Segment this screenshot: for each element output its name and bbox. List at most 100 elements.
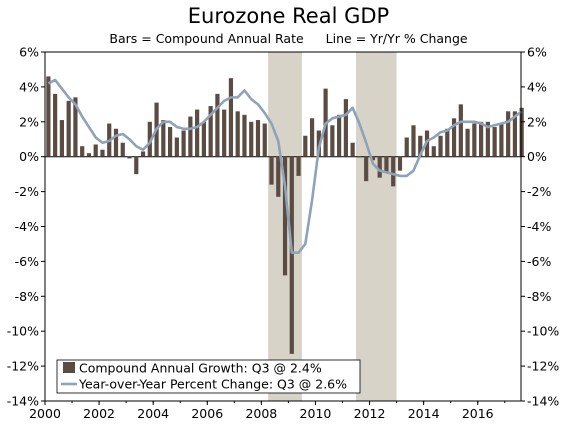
bar [147, 121, 152, 157]
x-tick-label: 2008 [245, 406, 277, 421]
recession-band-2 [356, 52, 397, 401]
bar [519, 107, 524, 157]
bar [377, 156, 382, 178]
legend-bar-label: Compound Annual Growth: Q3 @ 2.4% [79, 361, 322, 376]
bar [269, 156, 274, 185]
bar [330, 125, 335, 157]
bar [53, 93, 58, 157]
bar [228, 78, 234, 157]
bar [499, 123, 504, 157]
yoy-line [47, 78, 523, 254]
bar [93, 144, 98, 157]
bar [86, 153, 92, 157]
x-tick-label: 2016 [462, 406, 494, 421]
bar [66, 100, 71, 157]
y-tick-label-left: -6% [15, 254, 39, 269]
y-tick-label-left: -2% [15, 184, 39, 199]
bar [100, 149, 105, 157]
y-tick-label-right: -6% [527, 254, 551, 269]
bar [289, 156, 294, 354]
legend-line-label: Year-over-Year Percent Change: Q3 @ 2.6% [78, 377, 347, 392]
y-axis-right: 6% 4% 2% 0% -2% -4% -6% -8% -10% -12% -14% [521, 45, 559, 409]
x-tick-label: 2010 [300, 406, 332, 421]
bar [255, 120, 261, 157]
bar [458, 104, 463, 157]
bar [418, 135, 423, 157]
x-tick-label: 2000 [29, 406, 61, 421]
bar [472, 123, 477, 157]
chart-title: Eurozone Real GDP [187, 4, 390, 28]
bar [485, 121, 490, 157]
chart-subtitle: Bars = Compound Annual Rate Line = Yr/Yr … [0, 31, 577, 46]
y-axis-left: 6% 4% 2% 0% -2% -4% -6% -8% -10% -12% -14% [7, 45, 45, 409]
bar [80, 146, 85, 157]
bar [411, 125, 416, 157]
y-tick-label-right: 6% [527, 45, 547, 60]
y-tick-label-right: -14% [527, 394, 559, 409]
y-tick-label-left: -14% [7, 394, 39, 409]
bar [215, 93, 220, 157]
bar [127, 156, 132, 159]
recession-shading [268, 52, 397, 401]
y-tick-label-left: -8% [15, 289, 39, 304]
bar [512, 111, 518, 157]
y-tick-label-right: -8% [527, 289, 551, 304]
bar [364, 156, 369, 182]
bar [201, 121, 206, 157]
bar [370, 156, 376, 161]
y-tick-label-left: -10% [7, 324, 39, 339]
y-tick-label-left: 2% [19, 114, 39, 129]
bar [465, 128, 470, 157]
bar [296, 156, 301, 176]
y-tick-label-left: 0% [19, 149, 39, 164]
bar [404, 137, 409, 157]
bar [188, 116, 193, 157]
y-tick-label-right: -12% [527, 359, 559, 374]
legend-box [56, 359, 361, 394]
bar [73, 97, 78, 157]
bar [134, 156, 139, 175]
bar [167, 127, 173, 157]
bar [208, 106, 213, 157]
subtitle-bars: Bars = Compound Annual Rate [109, 31, 304, 46]
bar [492, 127, 497, 157]
x-axis: 2000 2002 2004 2006 2008 2010 2012 2014 2016 [29, 401, 506, 421]
x-tick-label: 2014 [408, 406, 440, 421]
bar [113, 128, 119, 157]
legend: Compound Annual Growth: Q3 @ 2.4%Year-ov… [56, 359, 361, 394]
y-tick-label-right: 4% [527, 79, 547, 94]
x-tick-label: 2002 [83, 406, 115, 421]
x-tick-label: 2004 [137, 406, 169, 421]
y-tick-label-left: 6% [19, 45, 39, 60]
y-tick-label-left: -12% [7, 359, 39, 374]
bar [384, 156, 389, 173]
bar [161, 120, 166, 157]
y-tick-label-left: -4% [15, 219, 39, 234]
bar [262, 123, 267, 157]
bar [303, 135, 308, 157]
x-tick-label: 2006 [191, 406, 223, 421]
x-tick-label: 2012 [354, 406, 386, 421]
y-tick-label-right: 0% [527, 149, 547, 164]
bar [181, 130, 186, 157]
bar [140, 151, 146, 157]
bar [120, 142, 125, 157]
y-tick-label-right: -10% [527, 324, 559, 339]
bar [174, 137, 179, 157]
y-tick-label-right: 2% [527, 114, 547, 129]
line-series [47, 78, 523, 254]
y-tick-label-right: -2% [527, 184, 551, 199]
bar [282, 156, 288, 276]
bar [235, 111, 240, 157]
bar [222, 109, 227, 157]
bar [445, 128, 450, 157]
bar [506, 111, 511, 157]
y-tick-label-right: -4% [527, 219, 551, 234]
bar [242, 114, 247, 157]
bar [249, 121, 254, 157]
bar [46, 76, 51, 157]
bar [438, 135, 443, 157]
bar [357, 156, 362, 158]
bar [451, 118, 457, 157]
